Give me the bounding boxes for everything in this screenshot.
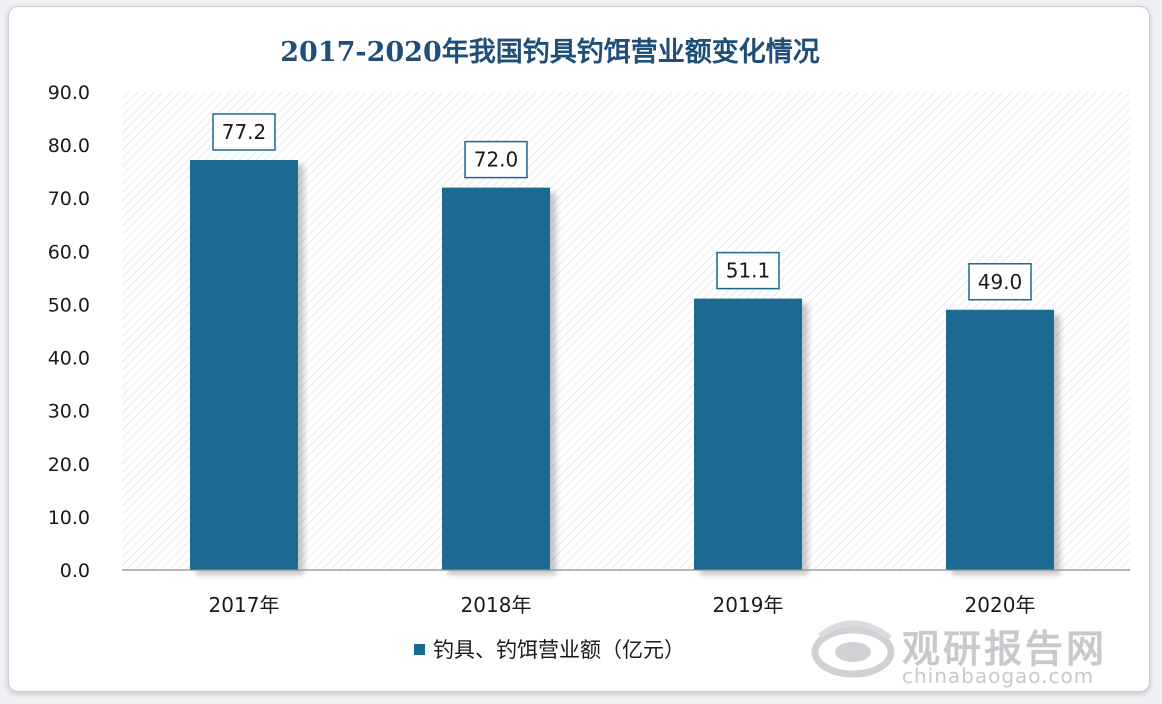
- y-tick-label: 30.0: [48, 401, 90, 423]
- chart-title: 2017-2020年我国钓具钓饵营业额变化情况: [280, 37, 820, 68]
- x-tick-label: 2018年: [461, 593, 532, 617]
- data-label: 72.0: [474, 148, 519, 172]
- bar: [694, 298, 802, 570]
- y-tick-label: 10.0: [48, 507, 90, 529]
- legend: 钓具、钓饵营业额（亿元）: [414, 634, 685, 664]
- y-tick-label: 20.0: [48, 454, 90, 476]
- watermark: 观研报告网 chinabaogao.com: [810, 612, 1130, 692]
- legend-label: 钓具、钓饵营业额（亿元）: [433, 638, 685, 662]
- bar: [442, 187, 550, 570]
- y-tick-label: 50.0: [48, 294, 90, 316]
- data-label: 49.0: [978, 270, 1023, 294]
- bar: [946, 309, 1054, 570]
- y-tick-label: 0.0: [60, 560, 90, 582]
- y-tick-label: 90.0: [48, 82, 90, 104]
- data-label-box: [464, 140, 528, 179]
- bar: [190, 159, 298, 570]
- data-label: 51.1: [726, 259, 771, 283]
- y-tick-label: 70.0: [48, 188, 90, 210]
- x-tick-label: 2019年: [713, 593, 784, 617]
- x-tick-label: 2017年: [209, 593, 280, 617]
- data-label-box: [212, 113, 276, 151]
- y-tick-label: 40.0: [48, 348, 90, 370]
- watermark-logo-icon: [811, 620, 895, 678]
- data-label-box: [716, 251, 780, 290]
- data-label-box: [968, 263, 1032, 301]
- watermark-brand-cn: 观研报告网: [902, 627, 1108, 671]
- y-tick-label: 60.0: [48, 241, 90, 263]
- watermark-brand-en: chinabaogao.com: [902, 664, 1095, 688]
- y-tick-label: 80.0: [48, 135, 90, 157]
- data-label: 77.2: [222, 120, 267, 144]
- legend-swatch: [414, 643, 425, 655]
- x-tick-label: 2020年: [965, 593, 1036, 617]
